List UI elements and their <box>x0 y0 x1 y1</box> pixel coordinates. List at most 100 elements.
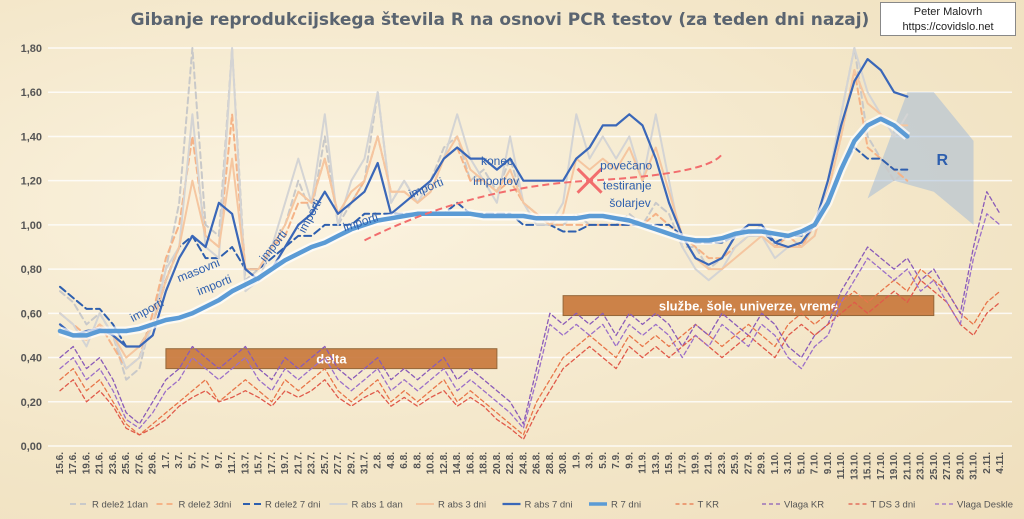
x-tick-label: 27.7. <box>333 452 344 474</box>
x-tick-label: 13.9. <box>651 452 662 474</box>
x-tick-label: 27.6. <box>134 452 145 474</box>
x-tick-label: 21.7. <box>293 452 304 474</box>
x-tick-label: 9.9. <box>624 452 635 469</box>
y-tick-label: 1,00 <box>21 220 42 232</box>
x-tick-label: 25.7. <box>320 452 331 474</box>
x-tick-label: 4.11. <box>995 452 1006 474</box>
annotation-box-label: službe, šole, univerze, vreme <box>659 299 838 314</box>
y-tick-label: 1,60 <box>21 87 42 99</box>
x-tick-label: 20.8. <box>492 452 503 474</box>
x-tick-label: 17.7. <box>267 452 278 474</box>
annotation-box <box>562 295 935 317</box>
series-line <box>59 191 1001 425</box>
x-tick-label: 25.9. <box>730 452 741 474</box>
y-tick-label: 1,20 <box>21 176 42 188</box>
x-tick-label: 6.8. <box>399 452 410 469</box>
legend-label: R delež 3dni <box>179 500 232 511</box>
y-tick-label: 1,80 <box>21 43 42 55</box>
x-tick-label: 11.7. <box>227 452 238 474</box>
x-tick-label: 9.7. <box>214 452 225 469</box>
x-tick-label: 23.6. <box>108 452 119 474</box>
x-tick-label: 15.10. <box>863 452 874 480</box>
annotation-label: šolarjev <box>609 196 650 210</box>
legend-label: R 7 dni <box>611 500 641 511</box>
x-tick-label: 23.7. <box>307 452 318 474</box>
x-tick-label: 29.10. <box>955 452 966 480</box>
x-tick-label: 3.9. <box>585 452 596 469</box>
chart-title: Gibanje reprodukcijskega števila R na os… <box>130 10 870 30</box>
x-tick-label: 13.10. <box>849 452 860 480</box>
x-tick-label: 3.7. <box>174 452 185 469</box>
y-tick-label: 0,80 <box>21 264 42 276</box>
annotation-label: R <box>936 152 948 169</box>
x-tick-label: 29.9. <box>757 452 768 474</box>
x-tick-label: 18.8. <box>479 452 490 474</box>
annotation-label: importi <box>407 175 446 201</box>
x-tick-label: 23.9. <box>717 452 728 474</box>
x-tick-label: 2.8. <box>373 452 384 469</box>
series-line <box>59 279 1001 441</box>
x-tick-label: 19.9. <box>690 452 701 474</box>
legend-label: R delež 7 dni <box>265 500 320 511</box>
legend-label: T DS 3 dni <box>871 500 916 511</box>
x-tick-label: 7.10. <box>810 452 821 474</box>
x-tick-label: 15.6. <box>55 452 66 474</box>
y-tick-label: 0,20 <box>21 397 42 409</box>
annotation-label: povečano <box>600 159 652 173</box>
y-tick-label: 0,00 <box>21 441 42 453</box>
x-tick-label: 1.9. <box>571 452 582 469</box>
x-tick-label: 15.7. <box>254 452 265 474</box>
x-tick-label: 1.10. <box>770 452 781 474</box>
x-tick-label: 16.8. <box>465 452 476 474</box>
y-tick-label: 1,40 <box>21 131 42 143</box>
x-tick-label: 21.6. <box>95 452 106 474</box>
x-tick-label: 17.9. <box>677 452 688 474</box>
author-box[interactable]: Peter Malovrh https://covidslo.net <box>880 2 1016 36</box>
x-tick-label: 21.10. <box>902 452 913 480</box>
x-tick-label: 15.9. <box>664 452 675 474</box>
legend-label: R abs 1 dan <box>352 500 403 511</box>
x-tick-label: 25.6. <box>121 452 132 474</box>
x-tick-label: 24.8. <box>518 452 529 474</box>
x-tick-label: 31.10. <box>969 452 980 480</box>
x-tick-label: 22.8. <box>505 452 516 474</box>
x-tick-label: 8.8. <box>412 452 423 469</box>
x-tick-label: 29.6. <box>148 452 159 474</box>
x-tick-label: 12.8. <box>439 452 450 474</box>
x-tick-label: 3.10. <box>783 452 794 474</box>
cross-mark <box>576 167 603 194</box>
x-tick-label: 4.8. <box>386 452 397 469</box>
series-line <box>59 268 1001 436</box>
x-tick-label: 25.10. <box>929 452 940 480</box>
x-tick-label: 2.11. <box>982 452 993 474</box>
series-line <box>59 213 1001 429</box>
x-tick-label: 5.7. <box>187 452 198 469</box>
x-tick-label: 23.10. <box>916 452 927 480</box>
x-tick-label: 10.8. <box>426 452 437 474</box>
x-tick-label: 9.10. <box>823 452 834 474</box>
x-tick-label: 1.7. <box>161 452 172 469</box>
x-tick-label: 28.8. <box>545 452 556 474</box>
x-tick-label: 27.10. <box>942 452 953 480</box>
x-tick-label: 11.10. <box>836 452 847 479</box>
author-name: Peter Malovrh <box>913 6 983 18</box>
x-tick-label: 7.7. <box>201 452 212 469</box>
legend-label: R abs 7 dni <box>525 500 573 511</box>
x-tick-label: 17.10. <box>876 452 887 480</box>
forecast-band <box>867 92 974 225</box>
series-line <box>57 116 910 338</box>
x-tick-label: 29.7. <box>346 452 357 474</box>
author-url[interactable]: https://covidslo.net <box>902 21 994 33</box>
x-tick-label: 27.9. <box>743 452 754 474</box>
x-tick-label: 19.7. <box>280 452 291 474</box>
x-tick-label: 21.9. <box>704 452 715 474</box>
x-tick-label: 31.7. <box>360 452 371 474</box>
x-tick-label: 13.7. <box>240 452 251 474</box>
annotation-label: konec <box>481 154 513 168</box>
x-tick-label: 5.10. <box>796 452 807 474</box>
x-tick-label: 17.6. <box>68 452 79 474</box>
legend-label: R abs 3 dni <box>438 500 486 511</box>
x-tick-label: 19.10. <box>889 452 900 480</box>
